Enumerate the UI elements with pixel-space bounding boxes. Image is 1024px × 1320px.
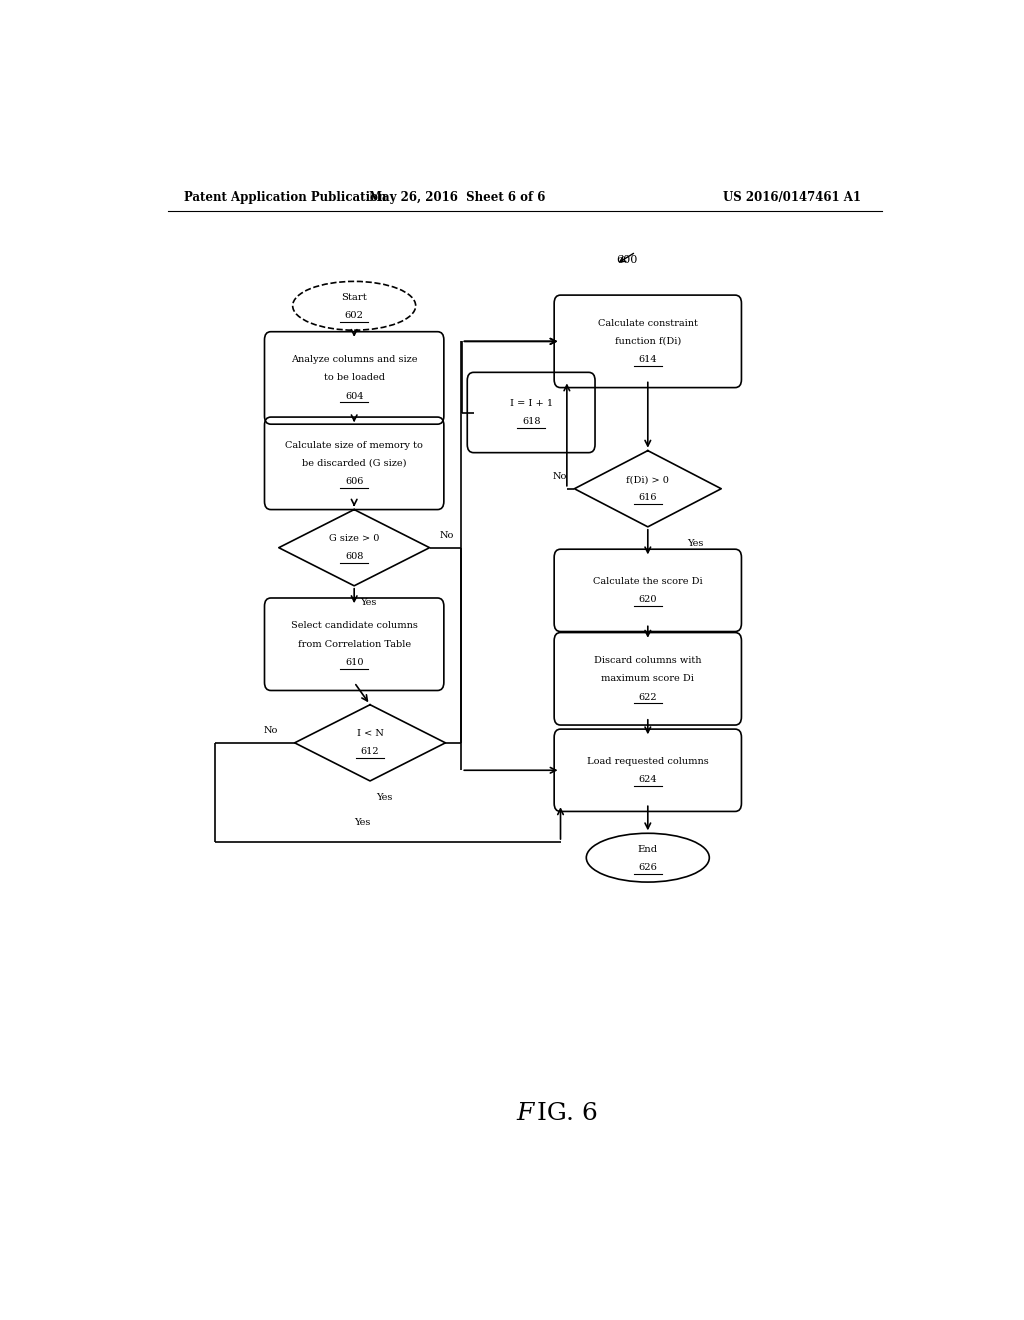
Text: Patent Application Publication: Patent Application Publication: [183, 190, 386, 203]
Text: Yes: Yes: [354, 817, 371, 826]
Text: maximum score Di: maximum score Di: [601, 675, 694, 684]
Text: 622: 622: [639, 693, 657, 702]
Text: Analyze columns and size: Analyze columns and size: [291, 355, 418, 364]
Text: Calculate the score Di: Calculate the score Di: [593, 577, 702, 586]
Text: function f(Di): function f(Di): [614, 337, 681, 346]
Text: 610: 610: [345, 659, 364, 667]
Text: 616: 616: [639, 494, 657, 503]
Text: No: No: [553, 473, 567, 480]
Text: IG. 6: IG. 6: [538, 1102, 598, 1126]
Text: 608: 608: [345, 552, 364, 561]
Text: End: End: [638, 845, 657, 854]
Text: No: No: [263, 726, 279, 735]
Text: 604: 604: [345, 392, 364, 401]
Text: Start: Start: [341, 293, 367, 302]
Text: 618: 618: [522, 417, 541, 426]
Text: Calculate constraint: Calculate constraint: [598, 318, 697, 327]
Text: Yes: Yes: [360, 598, 377, 607]
Text: Yes: Yes: [376, 793, 392, 801]
Text: from Correlation Table: from Correlation Table: [298, 640, 411, 648]
Text: Select candidate columns: Select candidate columns: [291, 622, 418, 631]
Text: Discard columns with: Discard columns with: [594, 656, 701, 665]
Text: 600: 600: [616, 255, 637, 265]
Text: Calculate size of memory to: Calculate size of memory to: [286, 441, 423, 450]
Text: 602: 602: [345, 312, 364, 321]
Text: F: F: [516, 1102, 534, 1126]
Text: May 26, 2016  Sheet 6 of 6: May 26, 2016 Sheet 6 of 6: [370, 190, 546, 203]
Text: No: No: [439, 531, 454, 540]
Text: I = I + 1: I = I + 1: [510, 399, 553, 408]
Text: be discarded (G size): be discarded (G size): [302, 459, 407, 467]
Text: Yes: Yes: [687, 539, 703, 548]
Text: 614: 614: [639, 355, 657, 364]
Text: 612: 612: [360, 747, 379, 756]
Text: f(Di) > 0: f(Di) > 0: [627, 475, 670, 484]
Text: I < N: I < N: [356, 729, 383, 738]
Text: 626: 626: [638, 863, 657, 873]
Text: to be loaded: to be loaded: [324, 374, 385, 383]
Text: G size > 0: G size > 0: [329, 535, 379, 543]
Text: US 2016/0147461 A1: US 2016/0147461 A1: [723, 190, 861, 203]
Text: 624: 624: [639, 775, 657, 784]
Text: 620: 620: [639, 595, 657, 605]
Text: 606: 606: [345, 477, 364, 486]
Text: Load requested columns: Load requested columns: [587, 756, 709, 766]
